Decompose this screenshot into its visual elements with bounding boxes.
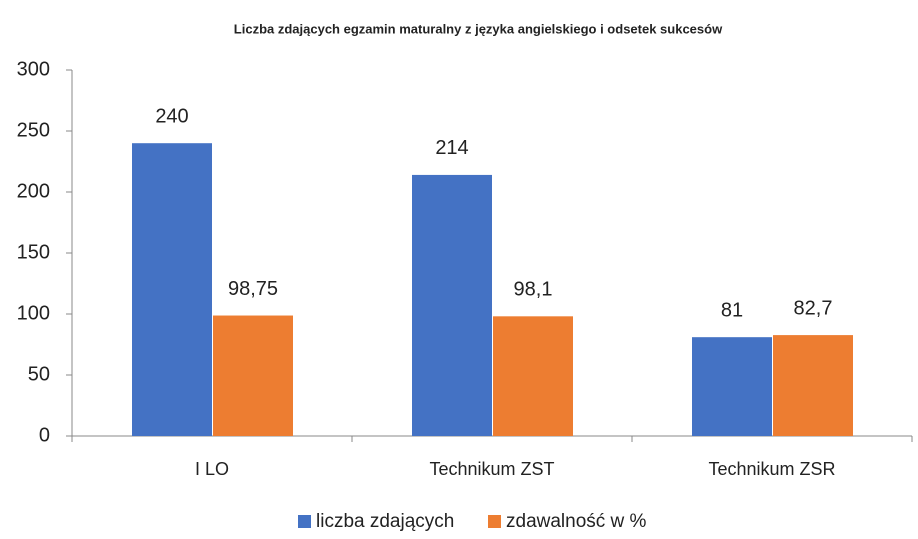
bar <box>213 315 293 436</box>
y-tick-label: 200 <box>17 180 50 202</box>
data-label: 240 <box>155 105 188 127</box>
bar <box>773 335 853 436</box>
y-tick-label: 100 <box>17 302 50 324</box>
chart-title: Liczba zdających egzamin maturalny z jęz… <box>234 21 723 36</box>
data-label: 81 <box>721 299 743 321</box>
x-tick-label: Technikum ZSR <box>708 459 835 479</box>
y-tick-label: 150 <box>17 241 50 263</box>
legend-swatch <box>488 515 501 528</box>
bar <box>412 174 492 437</box>
legend-swatch <box>298 515 311 528</box>
y-tick-label: 300 <box>17 58 50 80</box>
y-tick-label: 0 <box>39 424 50 446</box>
x-tick-label: Technikum ZST <box>429 459 554 479</box>
y-tick-label: 50 <box>28 363 50 385</box>
bar <box>132 143 212 436</box>
bar <box>692 337 772 436</box>
data-label: 214 <box>435 137 468 159</box>
y-tick-label: 250 <box>17 119 50 141</box>
legend-label: liczba zdających <box>316 511 454 532</box>
data-label: 98,75 <box>228 278 278 300</box>
data-label: 82,7 <box>794 297 833 319</box>
x-tick-label: I LO <box>195 459 229 479</box>
bar <box>493 316 573 436</box>
data-label: 98,1 <box>514 279 553 301</box>
legend-label: zdawalność w % <box>506 511 647 532</box>
